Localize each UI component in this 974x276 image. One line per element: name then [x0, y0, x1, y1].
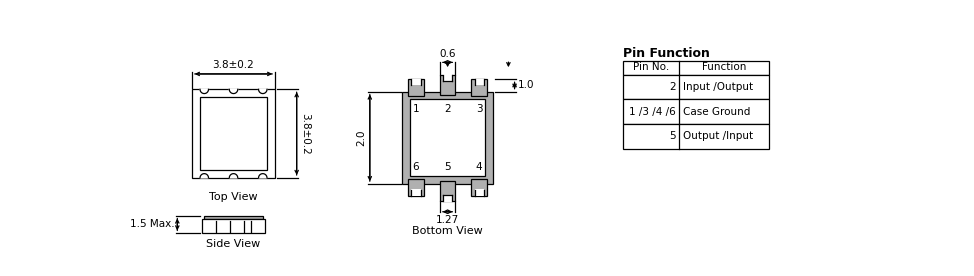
Text: Side View: Side View — [206, 240, 261, 250]
Text: Bottom View: Bottom View — [412, 225, 483, 236]
Bar — [623, 61, 769, 75]
Text: Top View: Top View — [209, 192, 258, 202]
Bar — [440, 181, 455, 201]
Bar — [443, 195, 452, 202]
Text: 6: 6 — [413, 162, 420, 172]
Bar — [408, 179, 424, 196]
Text: 0.6: 0.6 — [439, 49, 456, 59]
Text: Input /Output: Input /Output — [683, 82, 753, 92]
Bar — [623, 124, 769, 148]
Text: 1.0: 1.0 — [517, 81, 534, 91]
Bar — [202, 219, 265, 233]
Text: 1.5 Max.: 1.5 Max. — [130, 219, 174, 229]
Bar — [623, 75, 769, 99]
Text: Case Ground: Case Ground — [683, 107, 751, 117]
Bar — [411, 189, 421, 196]
Polygon shape — [200, 174, 208, 178]
Text: 1: 1 — [413, 104, 420, 114]
Text: 5: 5 — [444, 162, 451, 172]
Bar — [623, 99, 769, 124]
Text: 2: 2 — [444, 104, 451, 114]
Text: 3: 3 — [476, 104, 482, 114]
Bar — [474, 189, 484, 196]
Bar — [440, 75, 455, 95]
Text: Pin Function: Pin Function — [623, 47, 710, 60]
Bar — [402, 92, 493, 184]
Bar — [471, 79, 487, 96]
Bar — [192, 89, 275, 178]
Text: 5: 5 — [669, 131, 676, 141]
Text: 1 /3 /4 /6: 1 /3 /4 /6 — [629, 107, 676, 117]
Polygon shape — [258, 174, 267, 178]
Text: Output /Input: Output /Input — [683, 131, 753, 141]
Bar — [205, 216, 263, 219]
Polygon shape — [200, 89, 208, 94]
Bar — [200, 97, 268, 170]
Bar — [471, 179, 487, 196]
Text: 3.8±0.2: 3.8±0.2 — [212, 60, 254, 70]
Text: Pin No.: Pin No. — [633, 62, 669, 72]
Bar — [410, 99, 485, 176]
Text: 3.8±0.2: 3.8±0.2 — [301, 113, 311, 155]
Text: 1.27: 1.27 — [436, 215, 459, 225]
Text: 4: 4 — [476, 162, 482, 172]
Bar — [474, 79, 484, 86]
Polygon shape — [258, 89, 267, 94]
Polygon shape — [229, 89, 238, 94]
Bar — [411, 79, 421, 86]
Bar — [408, 79, 424, 96]
Polygon shape — [229, 174, 238, 178]
Text: 2: 2 — [669, 82, 676, 92]
Bar — [443, 74, 452, 81]
Text: 2.0: 2.0 — [356, 130, 367, 146]
Text: Function: Function — [702, 62, 746, 72]
